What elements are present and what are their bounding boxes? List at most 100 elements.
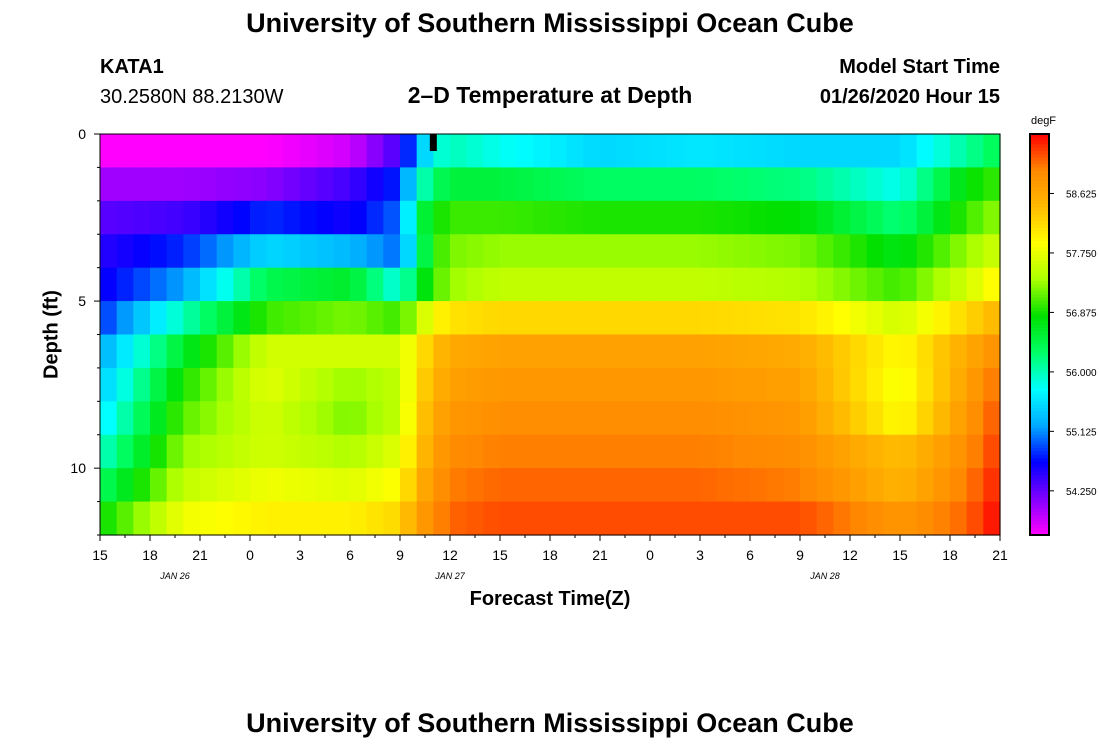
heatmap-cell bbox=[650, 134, 668, 169]
heatmap-cell bbox=[200, 134, 218, 169]
station-id: KATA1 bbox=[100, 56, 164, 78]
heatmap-cell bbox=[683, 434, 701, 469]
heatmap-cell bbox=[566, 234, 584, 269]
heatmap-cell bbox=[666, 468, 684, 503]
heatmap-cell bbox=[383, 501, 401, 536]
heatmap-cell bbox=[383, 200, 401, 235]
heatmap-cell bbox=[583, 134, 601, 169]
heatmap-cell bbox=[433, 200, 451, 235]
heatmap-cell bbox=[750, 167, 768, 202]
heatmap-cell bbox=[983, 301, 1001, 336]
heatmap-cell bbox=[983, 501, 1001, 536]
heatmap-cell bbox=[350, 167, 368, 202]
heatmap-cell bbox=[500, 367, 518, 402]
colorbar-segment bbox=[1030, 391, 1049, 396]
heatmap-cell bbox=[383, 234, 401, 269]
x-tick-label: 15 bbox=[492, 547, 508, 563]
heatmap-cell bbox=[166, 200, 184, 235]
heatmap-cell bbox=[433, 401, 451, 436]
y-tick-label: 0 bbox=[78, 126, 86, 142]
heatmap-cell bbox=[233, 434, 251, 469]
heatmap-cell bbox=[733, 301, 751, 336]
heatmap-cell bbox=[150, 167, 168, 202]
x-tick-label: 3 bbox=[296, 547, 304, 563]
heatmap-cell bbox=[483, 234, 501, 269]
x-tick-label: 6 bbox=[746, 547, 754, 563]
heatmap-cell bbox=[616, 367, 634, 402]
colorbar-segment bbox=[1030, 180, 1049, 185]
heatmap-cell bbox=[250, 301, 268, 336]
heatmap-cell bbox=[400, 468, 418, 503]
heatmap-cell bbox=[566, 434, 584, 469]
heatmap-cell bbox=[366, 367, 384, 402]
heatmap-cell bbox=[833, 334, 851, 369]
heatmap-cell bbox=[950, 267, 968, 302]
heatmap-cell bbox=[800, 267, 818, 302]
heatmap-cell bbox=[466, 234, 484, 269]
colorbar-segment bbox=[1030, 421, 1049, 426]
heatmap-cell bbox=[533, 267, 551, 302]
x-tick-label: 18 bbox=[142, 547, 158, 563]
colorbar-segment bbox=[1030, 334, 1049, 339]
heatmap-cell bbox=[533, 434, 551, 469]
heatmap-cell bbox=[100, 434, 118, 469]
heatmap-cell bbox=[766, 267, 784, 302]
heatmap-cell bbox=[266, 501, 284, 536]
heatmap-cell bbox=[866, 434, 884, 469]
colorbar-segment bbox=[1030, 491, 1049, 496]
heatmap-cell bbox=[350, 234, 368, 269]
heatmap-cell bbox=[666, 367, 684, 402]
heatmap-cell bbox=[950, 234, 968, 269]
heatmap-cell bbox=[416, 334, 434, 369]
heatmap-cell bbox=[783, 234, 801, 269]
heatmap-cell bbox=[200, 434, 218, 469]
heatmap-cell bbox=[466, 267, 484, 302]
heatmap-cell bbox=[266, 468, 284, 503]
heatmap-cell bbox=[900, 501, 918, 536]
colorbar-segment bbox=[1030, 397, 1049, 402]
colorbar-segment bbox=[1030, 521, 1049, 526]
colorbar-segment bbox=[1030, 377, 1049, 382]
heatmap-cell bbox=[550, 334, 568, 369]
colorbar-segment bbox=[1030, 140, 1049, 145]
heatmap-cell bbox=[666, 401, 684, 436]
heatmap-cell bbox=[283, 167, 301, 202]
heatmap-cell bbox=[550, 501, 568, 536]
heatmap-cell bbox=[666, 267, 684, 302]
heatmap-cell bbox=[416, 501, 434, 536]
heatmap-cell bbox=[283, 468, 301, 503]
heatmap-cell bbox=[466, 468, 484, 503]
colorbar-segment bbox=[1030, 147, 1049, 152]
heatmap-cell bbox=[383, 434, 401, 469]
heatmap-cell bbox=[683, 334, 701, 369]
heatmap-cell bbox=[266, 367, 284, 402]
heatmap-cell bbox=[183, 367, 201, 402]
colorbar-segment bbox=[1030, 224, 1049, 229]
heatmap-cell bbox=[666, 167, 684, 202]
heatmap-cell bbox=[133, 334, 151, 369]
colorbar-segment bbox=[1030, 247, 1049, 252]
date-label: JAN 28 bbox=[809, 571, 840, 581]
heatmap-cell bbox=[550, 167, 568, 202]
heatmap-cell bbox=[383, 301, 401, 336]
heatmap-cell bbox=[450, 401, 468, 436]
colorbar-segment bbox=[1030, 331, 1049, 336]
heatmap-cell bbox=[466, 301, 484, 336]
heatmap-cell bbox=[583, 234, 601, 269]
heatmap-cell bbox=[650, 267, 668, 302]
colorbar-segment bbox=[1030, 260, 1049, 265]
heatmap-cell bbox=[933, 167, 951, 202]
heatmap-cell bbox=[433, 501, 451, 536]
colorbar-segment bbox=[1030, 414, 1049, 419]
heatmap-cell bbox=[600, 167, 618, 202]
heatmap-cell bbox=[433, 134, 451, 169]
heatmap-cell bbox=[166, 501, 184, 536]
heatmap-cell bbox=[483, 367, 501, 402]
colorbar-segment bbox=[1030, 344, 1049, 349]
heatmap-cell bbox=[300, 367, 318, 402]
y-axis-title: Depth (ft) bbox=[40, 290, 62, 379]
colorbar-segment bbox=[1030, 150, 1049, 155]
heatmap-cell bbox=[600, 334, 618, 369]
current-time-marker bbox=[429, 134, 437, 151]
